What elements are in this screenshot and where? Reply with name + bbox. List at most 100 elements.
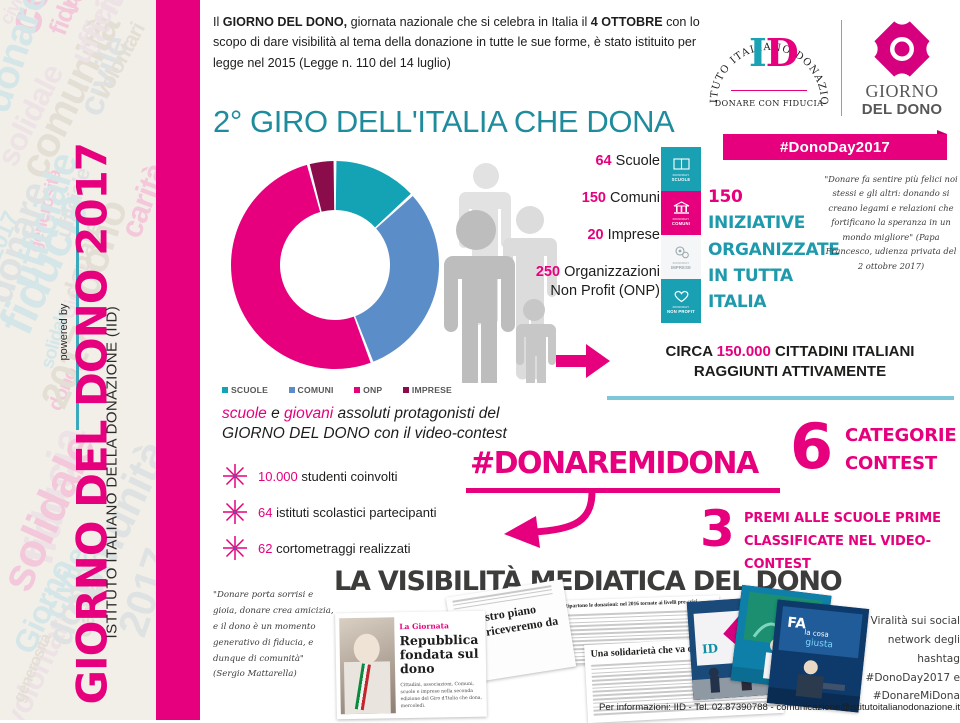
iid-circular-text: ISTITUTO ITALIANO DONAZIONE [705,6,828,106]
scuole-giovani-text: scuole e giovani assoluti protagonisti d… [222,404,522,445]
building-icon [673,201,689,214]
tile-comuni: DONODAY COMUNI [661,191,701,235]
stat-number: 150 [581,190,606,207]
tile-name-label: IMPRESE [670,264,692,270]
iniziative-number: 150 [708,187,743,207]
viralita-l4: #DonoDay2017 e [865,671,960,684]
left-banner: donosolidaledonarecaritàcivilecomunitàfi… [0,0,156,720]
tile-name-label: SCUOLE [671,176,691,182]
donut-slice-onp [231,164,371,369]
three-number: 3 [700,500,735,558]
giro-title: 2° GIRO DELL'ITALIA CHE DONA [213,104,675,139]
circa-cittadini-block: CIRCA 150.000 CITTADINI ITALIANI RAGGIUN… [620,342,960,382]
tile-small-label: DONODAY [672,216,690,221]
papa-francesco-quote: "Donare fa sentire più felici noi stessi… [824,174,958,271]
circa-number: 150.000 [716,343,771,360]
iniziative-block: 150 INIZIATIVE ORGANIZZATE IN TUTTA ITAL… [708,184,840,316]
iniziative-line3: IN TUTTA ITALIA [708,266,793,313]
stat-label: Imprese [603,227,660,244]
powered-by-label: powered by [58,303,70,361]
intro-part-0: Il [213,15,223,29]
chart-legend: SCUOLE COMUNI ONP IMPRESE [222,385,452,395]
tile-imprese: DONODAY IMPRESE [661,235,701,279]
viralita-text: Viralità sui social network degli hashta… [846,612,960,706]
tile-non-profit: DONODAY NON PROFIT [661,279,701,323]
curved-arrow-icon [504,491,596,548]
viralita-l3: hashtag [917,652,960,665]
category-tiles: DONODAY SCUOLE DONODAY COMUNI DONODAY IMPRESE… [661,147,701,323]
stat-label: Comuni [606,190,660,207]
six-labels: CATEGORIE CONTEST [845,422,960,478]
bullet-list: 10.000 studenti coinvolti 64 istituti sco… [222,458,522,566]
three-label-1: PREMI ALLE SCUOLE PRIME [744,511,941,526]
asterisk-star-icon [223,464,247,488]
gears-icon [674,246,689,259]
hashtag-ribbon: #DonoDay2017 [723,130,947,160]
stat-label-2: Non Profit (ONP) [550,282,660,299]
tile-scuole: DONODAY SCUOLE [661,147,701,191]
iniziative-line2: ORGANIZZATE [708,239,840,260]
clipping-dek: Cittadini, associazioni, Comuni, scuole … [400,681,483,710]
stat-label: Scuole [611,153,660,169]
legend-item-onp: ONP [354,385,382,395]
clipping-photo [339,617,396,715]
donut-slice-comuni [355,195,439,362]
clipping-repubblica: La Giornata Repubblica fondata sul dono … [335,610,487,720]
vertical-divider-line [76,210,79,430]
legend-swatch-icon [402,387,409,393]
gdd-line1: GIORNO [865,81,939,102]
tv-fa-graphic: FA la cosa giusta [766,599,870,713]
mattarella-quote: "Donare porta sorrisi e gioia, donare cr… [213,590,334,680]
bullet-number: 10.000 [258,468,298,484]
iid-letter-d: D [765,30,799,75]
iid-tagline: DONARE CON FIDUCIA [714,98,824,108]
footer-contact: Per informazioni: IID - Tel. 02.87390788… [598,702,960,713]
teal-divider-rule [607,396,954,400]
legend-swatch-icon [288,387,295,393]
sg-word-scuole: scuole [222,405,267,422]
bullet-text: 10.000 studenti coinvolti [258,469,398,484]
three-label-2: CLASSIFICATE NEL VIDEO-CONTEST [744,533,931,572]
three-labels: PREMI ALLE SCUOLE PRIME CLASSIFICATE NEL… [744,508,960,576]
bullet-text: 64 istituti scolastici partecipanti [258,505,436,520]
six-label-1: CATEGORIE [845,425,957,446]
iid-monogram: ID [749,34,799,72]
tile-small-label: DONODAY [672,260,690,265]
sg-rest: assoluti protagonisti del [333,405,500,422]
intro-paragraph: Il GIORNO DEL DONO, giornata nazionale c… [213,12,703,73]
bullet-item: 64 istituti scolastici partecipanti [222,494,522,530]
photo-head [353,633,380,664]
bullet-label: cortometraggi realizzati [272,540,411,556]
hashtag-underline [466,488,780,493]
legend-label: COMUNI [297,385,334,395]
svg-text:giusta: giusta [805,638,834,651]
stat-row: 64 Scuole [470,152,660,170]
viralita-l1: Viralità sui social [870,615,960,627]
people-silhouettes-icon [444,163,557,383]
sg-line2: GIORNO DEL DONO con il video-contest [222,425,507,443]
logo-divider [841,20,842,116]
donut-slice-scuole [335,161,411,228]
svg-text:FA: FA [786,615,807,633]
diamond-flower-icon [871,18,933,81]
legend-item-comuni: COMUNI [288,385,334,395]
donut-chart [231,161,439,369]
intro-part-4: con lo scopo di dare visibilità al tema … [213,15,700,70]
legend-swatch-icon [222,387,228,393]
tile-small-label: DONODAY [672,304,690,309]
iid-rule [731,90,807,91]
logo-block: ISTITUTO ITALIANO DONAZIONE ID DONARE CO… [705,6,955,166]
circa-prefix: CIRCA [665,343,717,360]
tile-name-label: NON PROFIT [667,308,695,314]
bullet-item: 62 cortometraggi realizzati [222,530,522,566]
svg-text:la cosa: la cosa [804,628,829,639]
pink-sidebar [156,0,200,720]
asterisk-star-icon [223,500,247,524]
stat-row: 150 Comuni [470,189,660,207]
heart-icon [674,291,688,303]
svg-text:ID: ID [702,641,719,656]
viralita-l2: network degli [887,633,960,646]
legend-label: SCUOLE [231,385,269,395]
circa-line2: RAGGIUNTI ATTIVAMENTE [693,362,887,380]
arrow-right-icon [556,344,610,378]
